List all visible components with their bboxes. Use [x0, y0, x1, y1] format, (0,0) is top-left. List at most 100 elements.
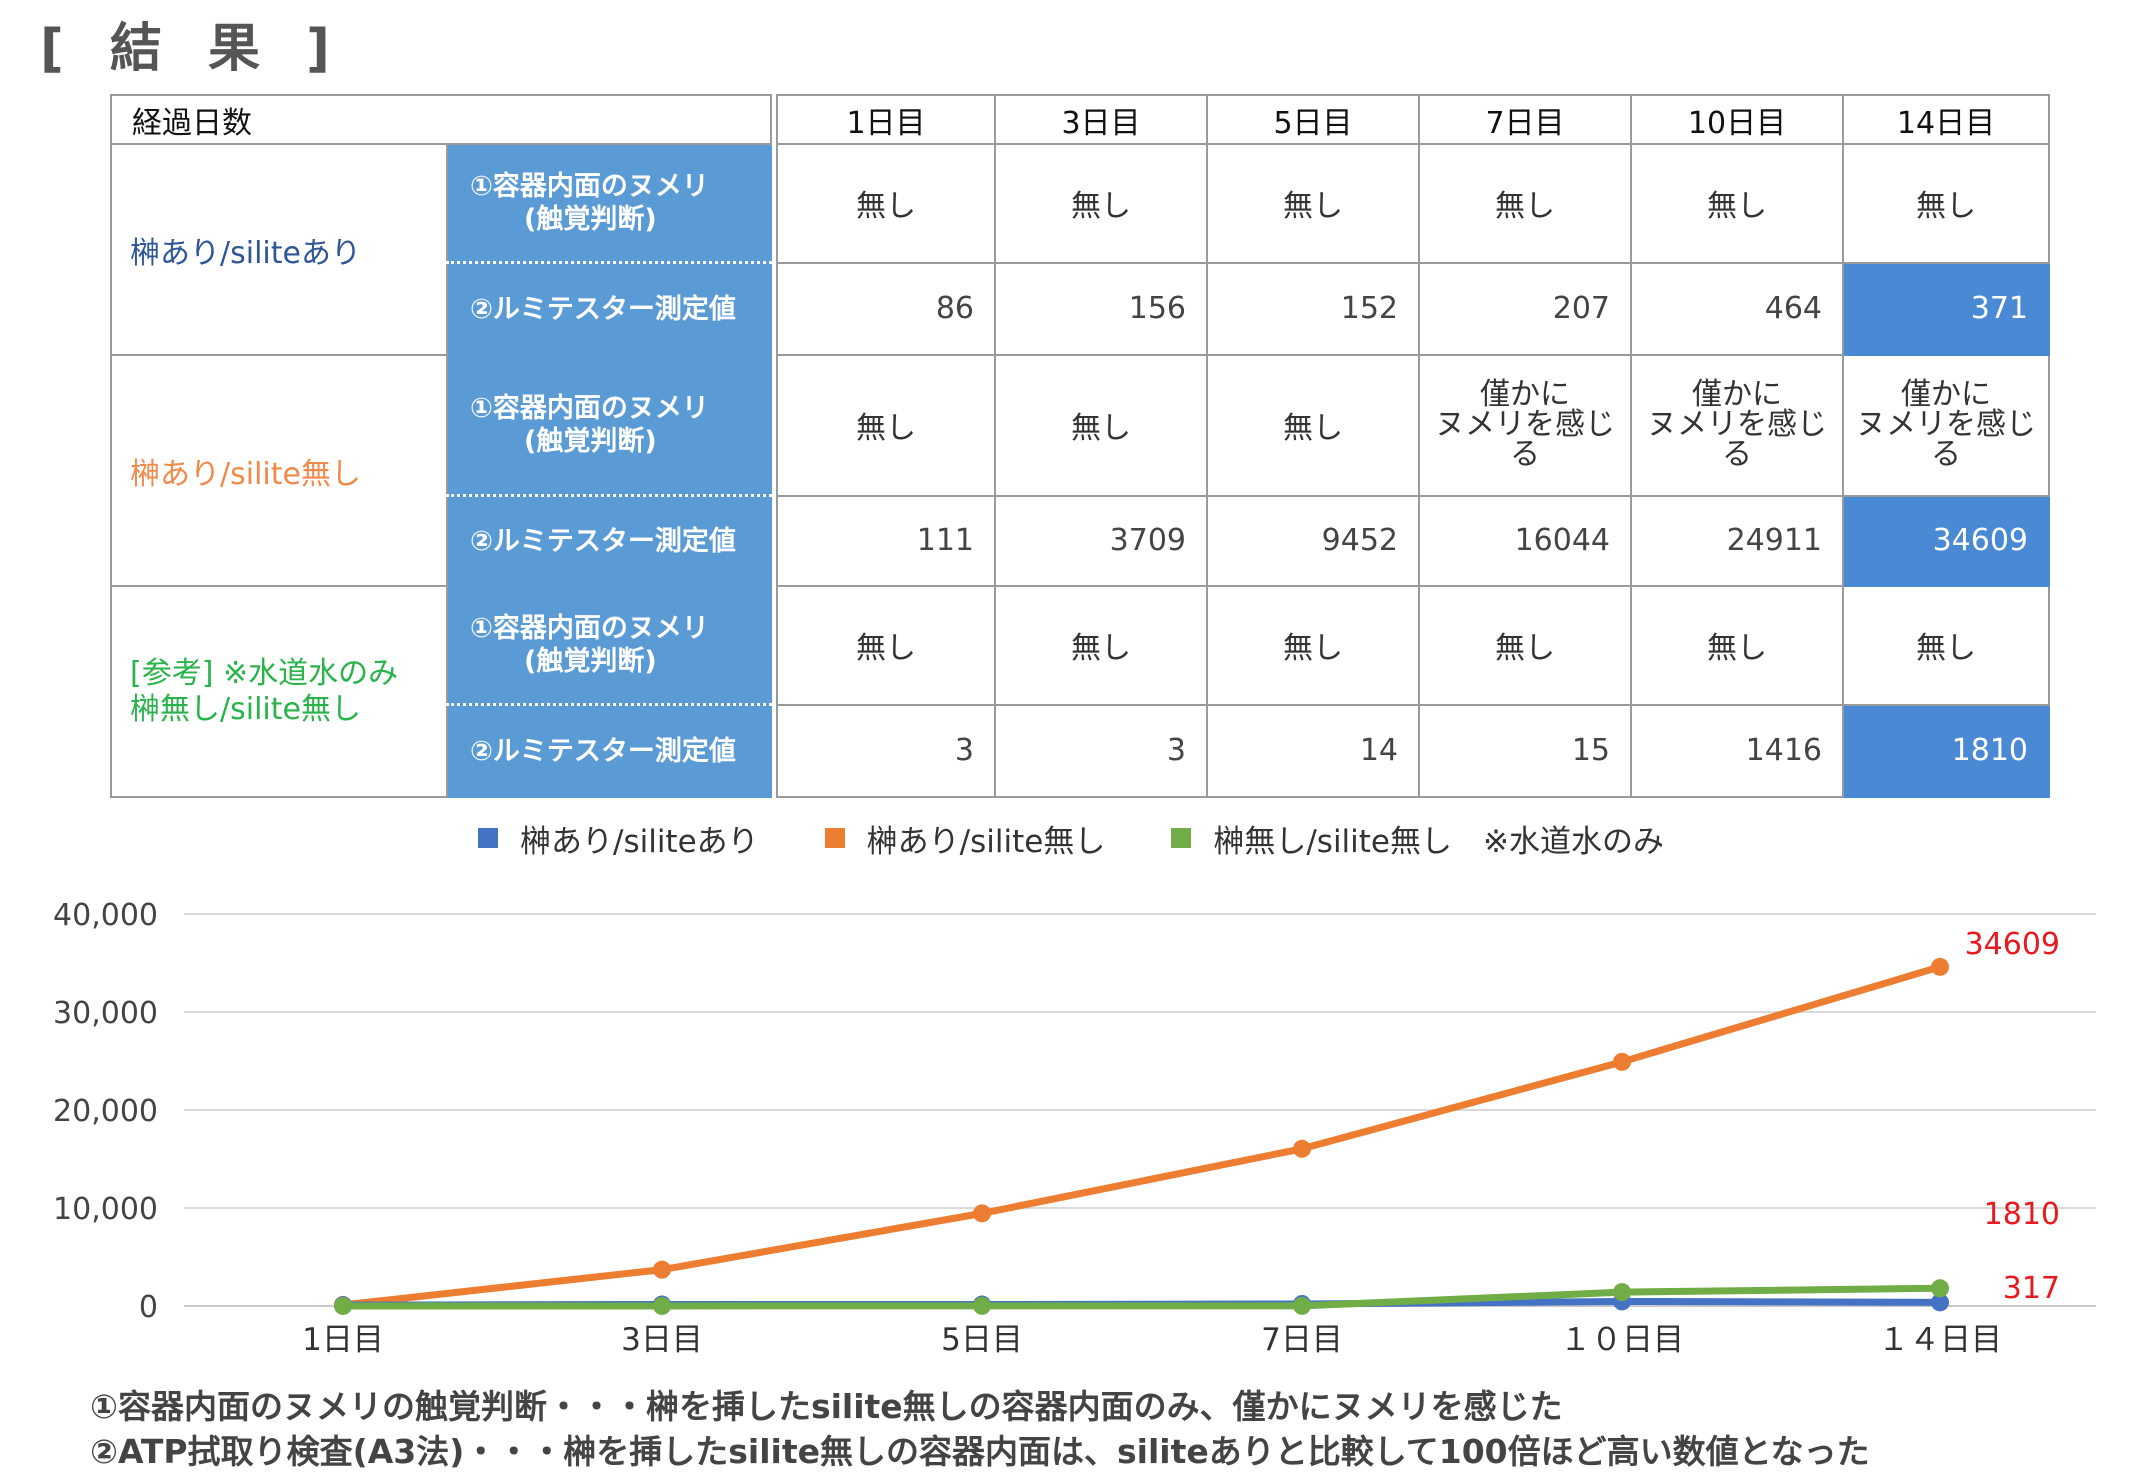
metric-label: ②ルミテスター測定値: [446, 494, 772, 588]
table-cell: 207: [1418, 261, 1632, 357]
table-cell: 無し: [994, 143, 1208, 264]
group-label: [参考] ※水道水のみ 榊無し/silite無し: [110, 585, 448, 798]
table-cell: 無し: [1418, 585, 1632, 706]
legend-item: 榊あり/siliteあり: [478, 816, 759, 861]
table-cell: 僅かに ヌメリを感じ る: [1418, 354, 1632, 497]
table-cell: 無し: [1842, 143, 2050, 264]
x-tick-label: 3日目: [621, 1322, 703, 1358]
data-label: 34609: [1965, 927, 2060, 962]
table-cell: 86: [776, 261, 996, 357]
x-tick-label: １４日目: [1878, 1322, 2002, 1358]
table-cell: 15: [1418, 703, 1632, 799]
header-row: 経過日数 1日目 3日目 5日目 7日目 10日目 14日目: [110, 93, 2050, 146]
table-cell: 無し: [776, 143, 996, 264]
legend-item: 榊無し/silite無し ※水道水のみ: [1171, 816, 1664, 861]
y-tick-label: 20,000: [53, 1094, 158, 1129]
table-cell: 3: [776, 703, 996, 799]
data-point: [973, 1204, 991, 1223]
metric-label: ①容器内面のヌメリ (触覚判断): [446, 143, 772, 265]
data-point: [334, 1296, 352, 1315]
table-cell: 無し: [1206, 354, 1420, 497]
data-point: [1931, 1279, 1949, 1298]
data-point: [653, 1260, 671, 1279]
x-tick-label: 5日目: [941, 1322, 1023, 1358]
day-header: 5日目: [1206, 93, 1420, 146]
table-cell: 152: [1206, 261, 1420, 357]
data-point: [653, 1296, 671, 1315]
table-cell: 24911: [1630, 494, 1844, 588]
table-cell: 無し: [776, 354, 996, 497]
series-line: [339, 963, 1944, 1309]
y-tick-label: 40,000: [53, 898, 158, 933]
legend-label: 榊無し/silite無し ※水道水のみ: [1213, 823, 1664, 860]
y-tick-label: 0: [139, 1290, 158, 1325]
day-header: 1日目: [776, 93, 996, 146]
note-line: ②ATP拭取り検査(A3法)・・・榊を挿したsilite無しの容器内面は、sil…: [90, 1432, 1870, 1471]
data-point: [1613, 1052, 1631, 1071]
group-label-line: 榊無し/silite無し: [130, 691, 361, 727]
table-cell: 464: [1630, 261, 1844, 357]
table-row: 榊あり/siliteあり ①容器内面のヌメリ (触覚判断) 無し 無し 無し 無…: [110, 143, 2050, 357]
legend-swatch: [478, 828, 498, 848]
metric-label: ①容器内面のヌメリ (触覚判断): [446, 585, 772, 707]
metric-sub: (触覚判断): [524, 426, 657, 458]
table-cell: 無し: [1206, 143, 1420, 264]
data-point: [1931, 957, 1949, 976]
table-cell: 無し: [1630, 585, 1844, 706]
metric-name: ①容器内面のヌメリ: [470, 393, 709, 425]
day-header: 10日目: [1630, 93, 1844, 146]
data-label: 317: [2003, 1271, 2060, 1306]
notes: ①容器内面のヌメリの触覚判断・・・榊を挿したsilite無しの容器内面のみ、僅か…: [90, 1384, 1870, 1474]
table-row: 榊あり/silite無し ①容器内面のヌメリ (触覚判断) 無し 無し 無し 僅…: [110, 354, 2050, 588]
table-row: [参考] ※水道水のみ 榊無し/silite無し ①容器内面のヌメリ (触覚判断…: [110, 585, 2050, 798]
data-point: [1293, 1296, 1311, 1315]
table-cell: 無し: [1206, 585, 1420, 706]
x-tick-label: １０日目: [1560, 1322, 1684, 1358]
table-cell: 無し: [1842, 585, 2050, 706]
line-chart: 0 10,000 20,000 30,000 40,000 1日目 3日目 5日目 7日目 １０日…: [53, 898, 2096, 1358]
series-line: [339, 1284, 1944, 1310]
day-header: 3日目: [994, 93, 1208, 146]
legend-item: 榊あり/silite無し: [824, 816, 1106, 861]
highlight-cell: 1810: [1842, 703, 2050, 799]
metric-name: ①容器内面のヌメリ: [470, 171, 709, 203]
note-line: ①容器内面のヌメリの触覚判断・・・榊を挿したsilite無しの容器内面のみ、僅か…: [90, 1387, 1563, 1426]
group-label: 榊あり/siliteあり: [110, 143, 448, 357]
table-row: ②ルミテスター測定値 111 3709 9452 16044 24911 346…: [111, 494, 2050, 588]
results-table: 経過日数 1日目 3日目 5日目 7日目 10日目 14日目 榊あり/silit…: [110, 93, 2050, 799]
legend-swatch: [1171, 828, 1192, 848]
table-cell: 16044: [1418, 494, 1632, 588]
y-tick-label: 30,000: [53, 996, 158, 1031]
table-cell: 156: [994, 261, 1208, 357]
data-point: [973, 1296, 991, 1315]
x-tick-label: 1日目: [302, 1322, 384, 1358]
table-row: ②ルミテスター測定値 3 3 14 15 1416 1810: [111, 703, 2050, 799]
data-point: [1613, 1283, 1631, 1302]
table-cell: 3709: [994, 494, 1208, 588]
metric-label: ②ルミテスター測定値: [446, 703, 772, 799]
group-label: 榊あり/silite無し: [110, 354, 448, 588]
table-cell: 無し: [994, 354, 1208, 497]
metric-label: ①容器内面のヌメリ (触覚判断): [446, 354, 772, 498]
chart-legend: 榊あり/siliteあり 榊あり/silite無し 榊無し/silite無し ※…: [478, 816, 1730, 861]
legend-label: 榊あり/silite無し: [866, 823, 1106, 860]
group-label-line: [参考] ※水道水のみ: [130, 655, 399, 691]
table-cell: 3: [994, 703, 1208, 799]
legend-label: 榊あり/siliteあり: [520, 823, 759, 860]
page-title: [ 結 果 ]: [40, 19, 344, 79]
y-tick-label: 10,000: [53, 1192, 158, 1227]
x-tick-label: 7日目: [1261, 1322, 1343, 1358]
table-cell: 無し: [994, 585, 1208, 706]
metric-name: ①容器内面のヌメリ: [470, 613, 709, 645]
corner-label: 経過日数: [110, 93, 772, 146]
highlight-cell: 371: [1842, 261, 2050, 357]
data-point: [1931, 1293, 1949, 1312]
table-cell: 僅かに ヌメリを感じ る: [1630, 354, 1844, 497]
table-cell: 無し: [1418, 143, 1632, 264]
metric-sub: (触覚判断): [524, 204, 657, 236]
table-cell: 無し: [1630, 143, 1844, 264]
day-header: 14日目: [1842, 93, 2050, 146]
day-header: 7日目: [1418, 93, 1632, 146]
data-label: 1810: [1984, 1197, 2060, 1232]
table-row: ②ルミテスター測定値 86 156 152 207 464 371: [111, 261, 2050, 357]
